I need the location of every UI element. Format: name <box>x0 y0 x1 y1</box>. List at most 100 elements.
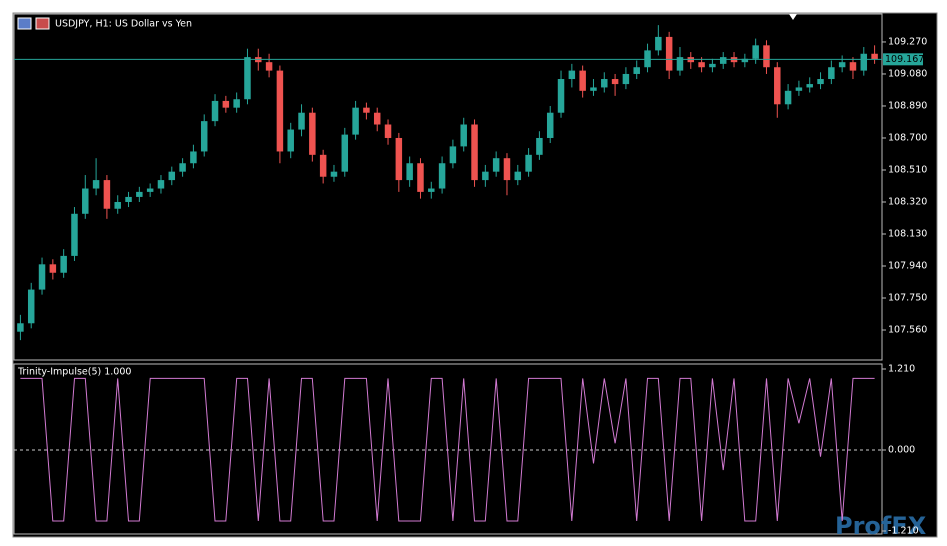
candle-body <box>622 73 630 85</box>
candle-body <box>114 201 121 209</box>
chart-title: USDJPY, H1: US Dollar vs Yen <box>55 19 192 30</box>
candle-body <box>828 67 835 80</box>
candle-body <box>590 87 597 91</box>
y-tick-label: 107.940 <box>888 261 927 272</box>
y-tick-label: 107.560 <box>888 325 927 336</box>
candle-body <box>579 70 586 91</box>
candle-body <box>525 154 532 172</box>
watermark: ProfFX <box>835 512 927 540</box>
candle-body <box>157 180 165 189</box>
candle-body <box>179 163 186 172</box>
candle-body <box>168 171 176 181</box>
candle-body <box>373 112 381 125</box>
y-tick-label: 107.750 <box>888 293 927 304</box>
candle-body <box>17 323 24 332</box>
candle-body <box>352 107 359 135</box>
candle-body <box>298 112 305 130</box>
candle-body <box>611 79 619 85</box>
candle-body <box>136 191 143 197</box>
candle-body <box>763 45 770 68</box>
candle-body <box>190 151 197 164</box>
y-tick-label: -1.210 <box>888 526 919 537</box>
candle-body <box>860 53 868 71</box>
candle-body <box>741 58 749 63</box>
indicator-panel <box>13 363 883 535</box>
y-tick-label: 108.320 <box>888 196 927 207</box>
y-tick-label: 108.510 <box>888 164 927 175</box>
candle-body <box>71 213 78 256</box>
candle-body <box>417 163 424 192</box>
candle-body <box>601 79 608 88</box>
candle-body <box>536 137 543 155</box>
candle-body <box>752 45 759 59</box>
y-tick-label: 1.210 <box>888 364 915 375</box>
candle-body <box>449 146 457 164</box>
candle-body <box>514 171 522 181</box>
candle-body <box>222 100 230 108</box>
candle-body <box>774 67 781 105</box>
candle-body <box>363 107 370 113</box>
candle-body <box>698 62 705 68</box>
candle-body <box>503 158 511 181</box>
candle-body <box>276 70 284 152</box>
candle-body <box>27 289 35 324</box>
candle-body <box>92 180 100 189</box>
candle-body <box>817 79 824 85</box>
candle-body <box>38 264 46 290</box>
candle-body <box>265 62 273 71</box>
price-label-box <box>883 53 923 66</box>
candle-body <box>460 124 467 147</box>
price-label: 109.167 <box>885 54 924 65</box>
candle-body <box>287 129 294 152</box>
y-tick-label: 109.270 <box>888 36 927 47</box>
candle-body <box>330 171 338 177</box>
candle-body <box>546 112 554 138</box>
candle-body <box>146 188 154 192</box>
y-tick-label: 108.890 <box>888 100 927 111</box>
candle-body <box>471 124 478 181</box>
candle-body <box>49 264 57 273</box>
candle-body <box>211 100 219 122</box>
flag-icon <box>35 17 50 30</box>
candle-body <box>849 62 857 71</box>
candle-body <box>125 196 132 202</box>
candle-body <box>233 99 240 108</box>
candle-body <box>492 158 500 172</box>
candle-body <box>838 62 846 68</box>
candle-body <box>384 124 392 138</box>
candle-body <box>438 163 446 189</box>
candle-body <box>200 121 208 152</box>
candle-body <box>103 180 111 209</box>
candle-body <box>557 79 565 113</box>
candle-body <box>871 53 878 60</box>
candle-body <box>428 188 435 192</box>
candle-body <box>795 87 803 91</box>
candle-body <box>319 154 327 177</box>
candle-body <box>676 57 684 71</box>
candle-body <box>655 36 662 51</box>
indicator-line <box>20 377 875 522</box>
background <box>12 12 938 538</box>
candle-body <box>784 90 792 105</box>
chart-icon <box>17 17 32 30</box>
y-tick-label: 108.700 <box>888 132 927 143</box>
candle-body <box>244 57 251 100</box>
candle-body <box>82 188 89 214</box>
candle-body <box>709 63 716 68</box>
shift-marker <box>789 14 797 20</box>
price-panel <box>13 13 883 361</box>
candle-body <box>341 134 349 172</box>
candle-body <box>60 255 67 273</box>
candle-body <box>633 67 640 74</box>
y-tick-label: 109.080 <box>888 68 927 79</box>
candle-body <box>482 171 489 181</box>
candle-body <box>719 57 727 64</box>
y-tick-label: 108.130 <box>888 228 927 239</box>
candle-body <box>644 50 651 68</box>
candle-body <box>395 137 403 181</box>
candle-body <box>568 70 576 80</box>
y-tick-label: 0.000 <box>888 445 915 456</box>
candle-body <box>406 163 413 181</box>
